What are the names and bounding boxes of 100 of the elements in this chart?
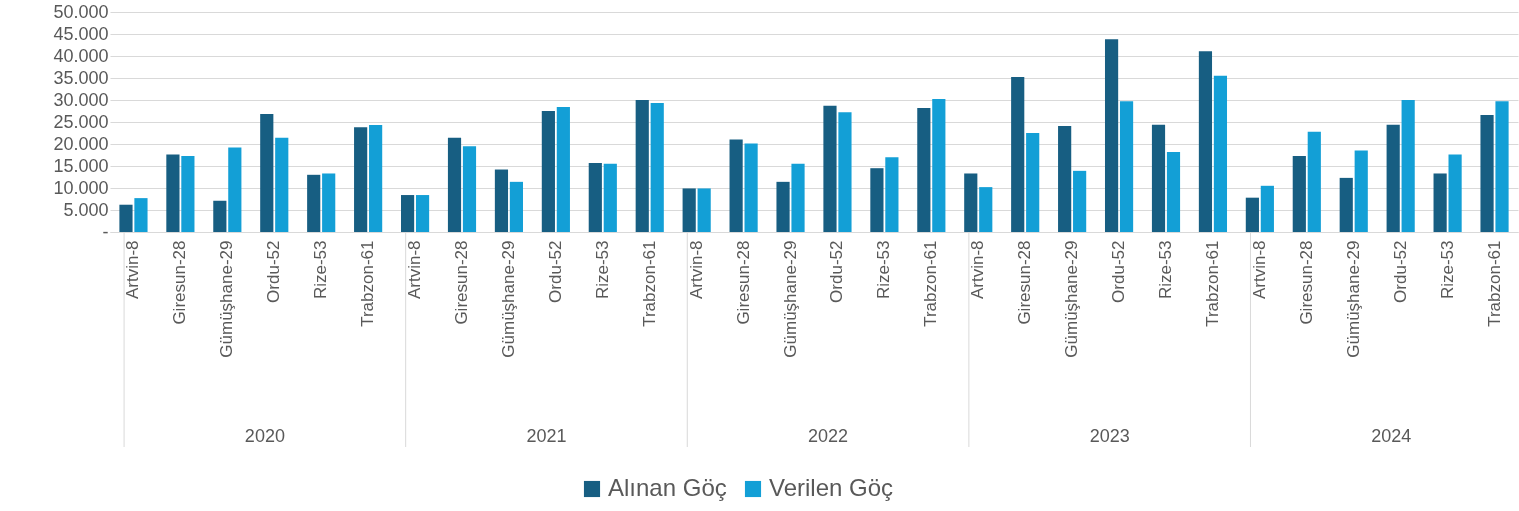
x-tick-label: Artvin-8 — [405, 240, 425, 300]
bar — [181, 155, 195, 232]
bar — [964, 173, 978, 232]
bar — [1260, 185, 1274, 232]
x-tick-label: Trabzon-61 — [1484, 240, 1504, 327]
y-tick-label: 45.000 — [53, 23, 109, 44]
x-tick-label: Artvin-8 — [686, 240, 706, 300]
bar — [1073, 170, 1087, 232]
bar — [369, 125, 383, 232]
legend-label: Alınan Göç — [608, 474, 727, 501]
x-tick-label: Rize-53 — [592, 240, 612, 300]
text: 2022 — [808, 426, 849, 446]
bar — [275, 137, 289, 232]
bar — [1386, 124, 1400, 232]
legend-label: Verilen Göç — [769, 474, 894, 501]
bar — [541, 111, 555, 232]
x-tick-label: Gümüşhane-29 — [1343, 240, 1363, 358]
x-tick-label: Ordu-52 — [545, 240, 565, 303]
x-tick-label: Rize-53 — [311, 240, 331, 300]
x-tick-label: Ordu-52 — [264, 240, 284, 303]
x-tick-label: Ordu-52 — [1390, 240, 1410, 303]
bar — [462, 146, 477, 232]
x-tick-label: Artvin-8 — [968, 240, 988, 300]
bar — [1151, 124, 1166, 232]
bar — [166, 154, 180, 232]
x-tick-label: Artvin-8 — [1249, 240, 1269, 300]
bar — [307, 174, 321, 232]
bar — [1433, 173, 1447, 232]
text: 2023 — [1089, 426, 1130, 446]
x-tick-label: Rize-53 — [1156, 240, 1175, 300]
bar — [838, 112, 852, 232]
bar — [1354, 150, 1368, 232]
bar — [447, 137, 462, 232]
bar — [1026, 133, 1040, 232]
x-tick-label: Trabzon-61 — [639, 240, 659, 327]
bar — [322, 173, 336, 232]
x-tick-label: Giresun-28 — [452, 240, 471, 325]
bar — [134, 198, 148, 232]
x-tick-label: Trabzon-61 — [921, 240, 941, 327]
bar — [494, 169, 509, 232]
y-tick-label: 35.000 — [53, 67, 109, 88]
bar — [1058, 125, 1072, 232]
bar — [791, 163, 805, 232]
bar — [1480, 114, 1494, 232]
y-tick-label: 5.000 — [63, 199, 109, 220]
x-tick-label: Gümüşhane-29 — [498, 240, 518, 358]
bar — [744, 143, 758, 232]
x-tick-label: Ordu-52 — [1109, 240, 1129, 303]
bar — [823, 105, 837, 232]
bar — [1119, 101, 1134, 232]
x-tick-label: Gümüşhane-29 — [217, 240, 237, 358]
y-tick-label: 25.000 — [53, 111, 109, 132]
bar — [556, 107, 570, 232]
x-tick-label: Gümüşhane-29 — [1062, 240, 1082, 358]
bar — [682, 188, 696, 232]
bar — [509, 181, 524, 232]
bar — [885, 157, 899, 232]
bar — [729, 139, 743, 232]
x-tick-label: Giresun-28 — [1015, 240, 1035, 325]
y-tick-label: - — [102, 221, 109, 242]
x-tick-label: Gümüşhane-29 — [780, 240, 800, 358]
bar — [776, 181, 790, 232]
bar — [1198, 51, 1213, 232]
bar — [1448, 154, 1462, 232]
y-tick-label: 50.000 — [53, 1, 109, 22]
bar — [415, 195, 430, 232]
bar — [979, 187, 993, 232]
y-tick-label: 20.000 — [53, 133, 109, 154]
bar — [650, 103, 664, 232]
x-tick-label: Giresun-28 — [170, 240, 190, 325]
bar — [870, 168, 884, 232]
bar — [1339, 177, 1353, 232]
bar — [354, 127, 368, 232]
y-tick-label: 40.000 — [53, 45, 109, 66]
bar — [213, 200, 227, 232]
x-tick-label: Trabzon-61 — [358, 240, 378, 327]
text: 2024 — [1371, 426, 1412, 446]
bar — [400, 195, 415, 232]
bar — [1401, 100, 1415, 232]
bar — [1213, 75, 1228, 232]
x-tick-label: Rize-53 — [874, 240, 894, 300]
bar — [1495, 101, 1509, 232]
bar — [1307, 131, 1321, 232]
y-tick-label: 30.000 — [53, 89, 109, 110]
bar — [917, 107, 931, 232]
bar — [119, 204, 133, 232]
text: 2020 — [244, 426, 285, 446]
bar — [1166, 151, 1181, 232]
bar — [1011, 77, 1025, 232]
x-tick-label: Rize-53 — [1437, 240, 1457, 300]
bar — [1104, 39, 1119, 232]
x-tick-label: Trabzon-61 — [1202, 240, 1222, 327]
x-tick-label: Giresun-28 — [1296, 240, 1316, 325]
bar — [1245, 197, 1259, 232]
bar — [697, 188, 711, 232]
y-tick-label: 15.000 — [53, 155, 109, 176]
text: 2021 — [526, 426, 567, 446]
bar — [588, 162, 602, 232]
bar — [228, 147, 242, 232]
x-tick-label: Ordu-52 — [827, 240, 847, 303]
